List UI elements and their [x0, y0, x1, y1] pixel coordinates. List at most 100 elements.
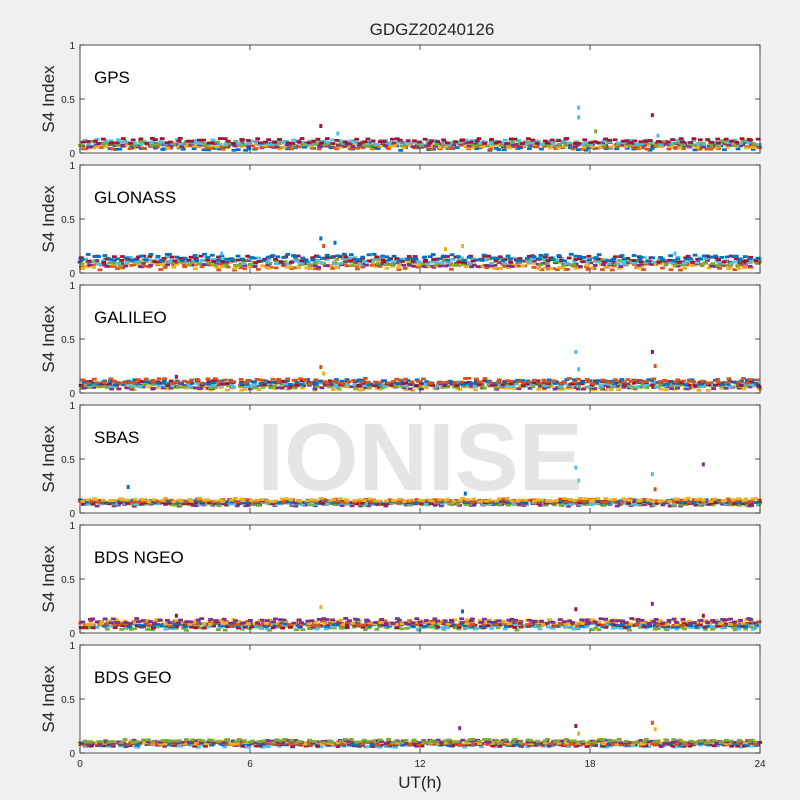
- data-point: [78, 256, 84, 260]
- data-point: [88, 619, 94, 623]
- data-point: [578, 496, 583, 500]
- data-point: [726, 377, 732, 381]
- data-point: [430, 742, 436, 746]
- data-point: [430, 260, 436, 264]
- data-point: [435, 619, 440, 623]
- data-point: [129, 263, 134, 267]
- data-point: [310, 624, 316, 628]
- data-point: [461, 258, 467, 262]
- data-point: [549, 138, 555, 142]
- data-point: [658, 387, 664, 391]
- data-point: [182, 384, 187, 387]
- data-point: [228, 502, 233, 506]
- data-point: [355, 620, 361, 624]
- data-point: [577, 255, 582, 258]
- data-point: [459, 256, 464, 260]
- data-point: [236, 619, 241, 623]
- data-point: [165, 146, 170, 150]
- data-point: [404, 141, 410, 145]
- data-point: [297, 499, 303, 503]
- spike-point: [322, 244, 326, 248]
- data-point: [667, 504, 673, 508]
- data-point: [610, 626, 616, 630]
- data-point: [296, 618, 302, 622]
- data-point: [569, 621, 575, 624]
- data-point: [377, 745, 383, 749]
- data-point: [680, 617, 686, 621]
- data-point: [571, 378, 577, 382]
- data-point: [312, 261, 318, 265]
- data-point: [110, 501, 116, 505]
- data-point: [536, 387, 542, 391]
- data-point: [543, 253, 549, 257]
- data-point: [105, 501, 110, 505]
- data-point: [725, 141, 731, 145]
- data-point: [187, 144, 193, 148]
- data-point: [88, 500, 94, 503]
- data-point: [552, 624, 558, 628]
- data-point: [172, 260, 178, 264]
- data-point: [124, 260, 130, 264]
- data-point: [278, 501, 284, 505]
- data-point: [179, 259, 185, 263]
- data-point: [247, 257, 252, 261]
- data-point: [373, 499, 379, 503]
- data-point: [560, 266, 565, 270]
- data-point: [85, 381, 91, 385]
- data-point: [433, 264, 438, 267]
- data-point: [697, 743, 703, 747]
- data-point: [432, 144, 438, 148]
- data-point: [417, 620, 423, 624]
- data-point: [419, 387, 424, 391]
- data-point: [419, 744, 425, 748]
- data-point: [632, 261, 638, 265]
- data-point: [489, 138, 494, 141]
- data-point: [330, 618, 336, 622]
- data-point: [364, 263, 369, 267]
- data-point: [548, 267, 554, 271]
- data-point: [690, 143, 696, 147]
- data-point: [119, 627, 125, 631]
- data-point: [568, 498, 574, 502]
- data-point: [545, 500, 550, 503]
- y-tick-label: 1: [69, 161, 75, 172]
- data-point: [242, 264, 248, 267]
- data-point: [632, 378, 638, 382]
- data-point: [272, 257, 278, 261]
- data-point: [384, 255, 390, 259]
- data-point: [236, 142, 242, 146]
- data-point: [83, 386, 89, 390]
- data-point: [556, 139, 562, 143]
- data-point: [658, 145, 664, 149]
- data-point: [83, 625, 88, 629]
- data-point: [525, 256, 530, 260]
- data-point: [497, 744, 503, 748]
- data-point: [437, 146, 443, 149]
- data-point: [264, 627, 270, 631]
- data-point: [684, 503, 689, 506]
- data-point: [727, 622, 733, 626]
- data-point: [738, 500, 743, 504]
- data-point: [494, 622, 499, 626]
- data-point: [517, 621, 523, 625]
- data-point: [384, 145, 390, 149]
- data-point: [411, 264, 417, 268]
- data-point: [738, 623, 743, 627]
- data-point: [81, 380, 87, 384]
- data-point: [258, 381, 264, 385]
- data-point: [615, 626, 621, 629]
- data-point: [175, 138, 180, 142]
- data-point: [612, 382, 617, 386]
- data-point: [527, 147, 532, 151]
- y-tick-label: 0.5: [61, 335, 75, 346]
- data-point: [90, 139, 95, 143]
- data-point: [464, 626, 470, 630]
- data-point: [367, 624, 373, 628]
- data-point: [219, 260, 225, 263]
- data-point: [129, 627, 134, 631]
- data-point: [543, 503, 548, 507]
- data-point: [327, 626, 332, 630]
- data-point: [698, 504, 703, 507]
- data-point: [315, 259, 321, 262]
- data-point: [438, 504, 444, 508]
